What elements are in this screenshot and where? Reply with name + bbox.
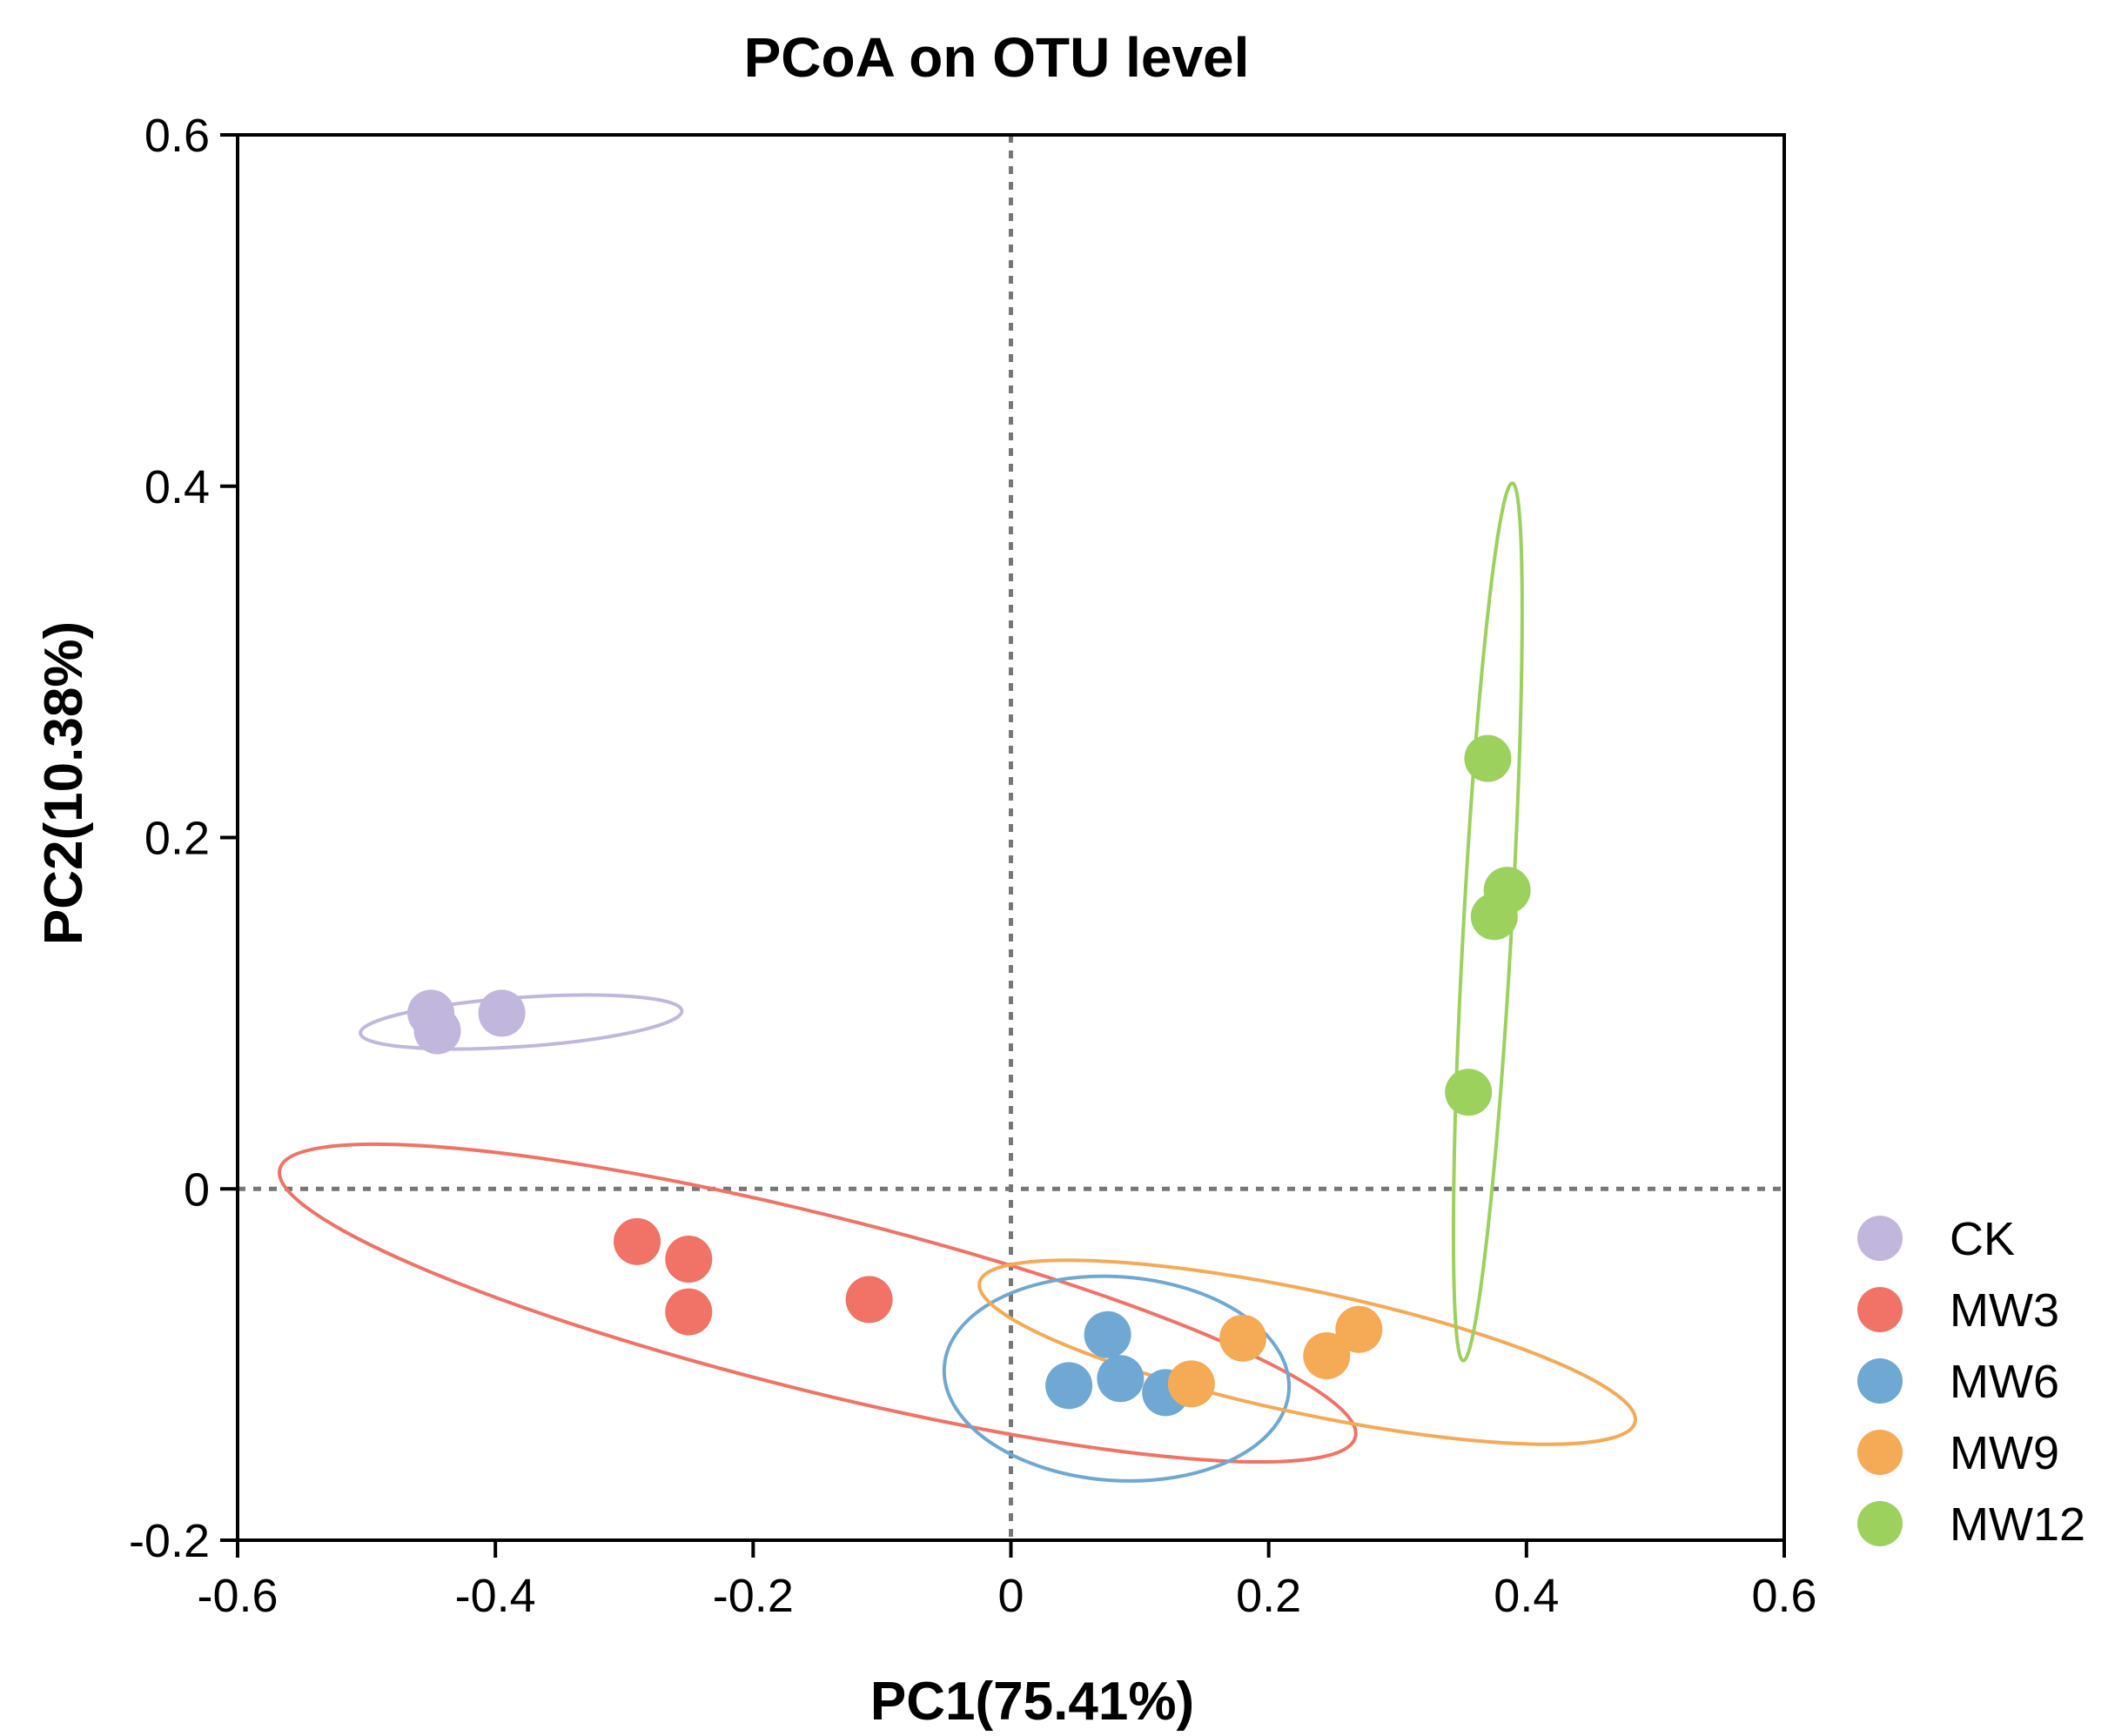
legend-marker-mw9: [1857, 1430, 1903, 1475]
x-tick-label-3: -0.2: [713, 1570, 794, 1622]
y-tick-label-2: 0: [184, 1163, 210, 1216]
point-mw3-4: [845, 1276, 893, 1324]
x-tick-label-4: 0: [997, 1570, 1024, 1622]
legend-label-mw9: MW9: [1950, 1427, 2059, 1479]
y-tick-label-5: 0.6: [144, 110, 210, 162]
confidence-ellipse-mw6: [942, 1274, 1292, 1483]
x-tick-label-2: -0.4: [455, 1570, 536, 1622]
x-tick-label-7: 0.6: [1751, 1570, 1816, 1622]
legend-label-mw3: MW3: [1950, 1284, 2059, 1337]
point-mw12-3: [1470, 893, 1518, 941]
confidence-ellipse-mw3: [278, 1142, 1358, 1465]
point-mw3-3: [665, 1288, 713, 1336]
x-tick-label-6: 0.4: [1494, 1570, 1559, 1622]
legend-label-mw6: MW6: [1950, 1356, 2059, 1408]
point-mw9-1: [1167, 1360, 1215, 1408]
point-mw3-2: [665, 1236, 713, 1283]
axes: -0.6 -0.4 -0.2 0 0.2 0.4 0.6 -0.2 0 0.2 0.4 0.6: [129, 110, 1817, 1622]
x-tick-label-5: 0.2: [1236, 1570, 1301, 1622]
y-tick-label-3: 0.2: [144, 813, 210, 865]
legend-marker-mw3: [1857, 1287, 1903, 1332]
x-axis-label: PC1(75.41%): [870, 1672, 1194, 1732]
legend-label-mw12: MW12: [1950, 1498, 2085, 1551]
point-mw9-3: [1303, 1332, 1351, 1380]
y-axis-label: PC2(10.38%): [34, 621, 94, 945]
legend-label-ck: CK: [1950, 1213, 2015, 1265]
chart-title: PCoA on OTU level: [744, 26, 1250, 89]
confidence-ellipse-ck: [359, 993, 684, 1051]
point-mw12-4: [1445, 1069, 1493, 1116]
legend: CK MW3 MW6 MW9 MW12: [1857, 1213, 2085, 1551]
plot-area: [238, 135, 1784, 1540]
y-tick-label-1: -0.2: [129, 1515, 210, 1567]
point-mw6-1: [1084, 1310, 1131, 1358]
point-mw3-1: [614, 1217, 661, 1265]
point-mw12-1: [1464, 734, 1512, 782]
legend-marker-ck: [1857, 1216, 1903, 1261]
point-mw9-4: [1335, 1305, 1383, 1353]
point-mw6-3: [1097, 1355, 1145, 1403]
point-ck-3: [478, 989, 526, 1037]
point-mw9-2: [1219, 1314, 1267, 1362]
point-mw6-2: [1045, 1362, 1093, 1410]
y-tick-label-4: 0.4: [144, 461, 210, 513]
legend-marker-mw6: [1857, 1358, 1903, 1404]
legend-marker-mw12: [1857, 1501, 1903, 1546]
x-tick-label-1: -0.6: [197, 1570, 278, 1622]
point-ck-2: [413, 1007, 461, 1055]
confidence-ellipse-mw9: [977, 1258, 1637, 1446]
